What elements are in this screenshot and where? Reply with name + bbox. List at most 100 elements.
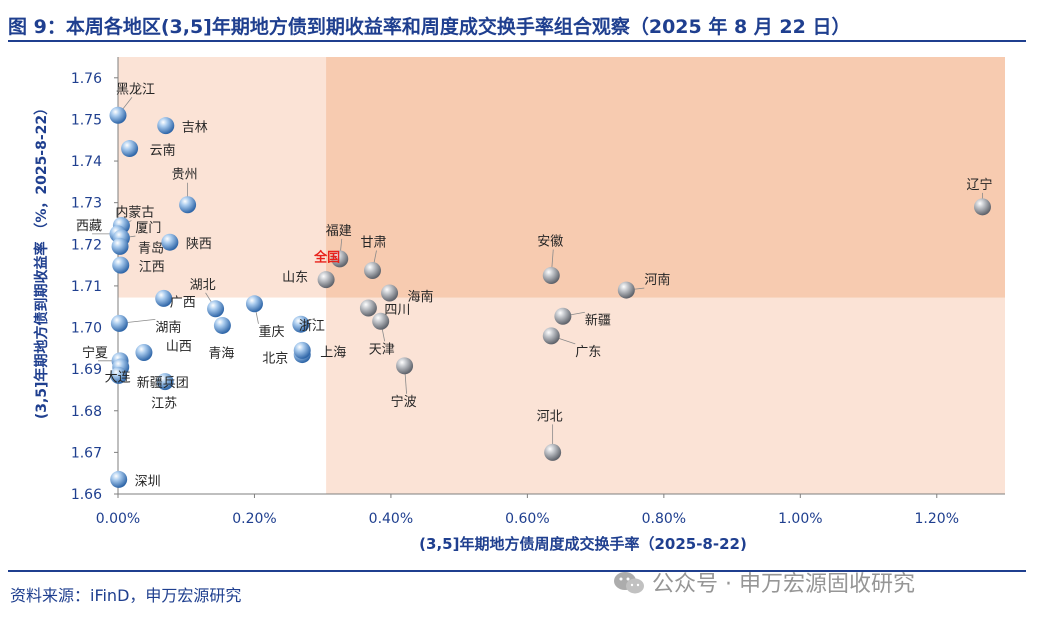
x-tick-label: 0.80% — [642, 511, 686, 527]
y-tick-label: 1.76 — [71, 71, 102, 87]
y-tick-label: 1.67 — [71, 445, 102, 461]
scatter-chart: 1.66 1.67 1.68 1.69 1.70 1.71 1.72 1.73 1.74 1.75… — [33, 57, 1005, 553]
x-tick-label: 0.00% — [96, 511, 140, 527]
point-label: 江西 — [139, 260, 165, 275]
point-label: 山东 — [282, 271, 308, 286]
data-points — [109, 106, 991, 488]
point-label: 青岛 — [138, 240, 164, 256]
data-point — [381, 284, 399, 302]
point-label: 江苏 — [151, 396, 177, 412]
point-label: 辽宁 — [966, 177, 992, 193]
data-point — [135, 343, 153, 361]
data-point — [179, 196, 197, 214]
figure-title: 图 9：本周各地区(3,5]年期地方债到期收益率和周度成交换手率组合观察（202… — [8, 16, 851, 38]
data-point — [110, 366, 128, 384]
point-label: 厦门 — [135, 221, 161, 236]
title-divider — [8, 40, 1026, 42]
x-tick-label: 0.20% — [232, 511, 276, 527]
watermark-text: 公众号 · 申万宏源固收研究 — [652, 572, 915, 597]
y-axis-title: (3,5]年期地方债到期收益率 （%，2025-8-22） — [33, 101, 50, 419]
point-label: 贵州 — [172, 168, 198, 183]
data-point — [213, 316, 231, 334]
data-point — [973, 198, 991, 216]
point-label: 北京 — [262, 352, 288, 367]
point-label: 深圳 — [135, 474, 161, 489]
wechat-icon — [614, 572, 644, 594]
quadrant-dark — [326, 57, 1005, 298]
x-tick-label: 0.40% — [369, 511, 413, 527]
y-tick-label: 1.75 — [71, 112, 102, 128]
y-tick-label: 1.73 — [71, 196, 102, 212]
point-label: 四川 — [384, 303, 410, 318]
data-point — [331, 250, 349, 268]
y-tick-label: 1.69 — [71, 362, 102, 378]
data-point — [293, 341, 311, 359]
point-label: 青海 — [208, 346, 234, 361]
data-point — [110, 314, 128, 332]
x-tick-label: 1.20% — [915, 511, 959, 527]
point-label: 浙江 — [299, 319, 325, 334]
data-point — [542, 267, 560, 284]
data-point — [292, 315, 310, 333]
x-axis-title: (3,5]年期地方债周度成交换手率（2025-8-22) — [419, 535, 747, 553]
point-label: 全国 — [313, 250, 340, 266]
quadrant-backgrounds — [118, 57, 1005, 494]
data-point — [121, 140, 139, 158]
data-point — [207, 300, 225, 318]
point-label: 湖南 — [155, 319, 181, 335]
data-point — [544, 443, 562, 461]
data-point — [111, 237, 129, 255]
point-label: 大连 — [105, 369, 131, 385]
data-point — [156, 373, 174, 391]
watermark: 公众号 · 申万宏源固收研究 — [612, 566, 915, 598]
data-point — [554, 307, 572, 325]
axes: 1.66 1.67 1.68 1.69 1.70 1.71 1.72 1.73 1.74 1.75… — [71, 57, 1005, 527]
footer-divider — [8, 570, 1026, 572]
point-label: 重庆 — [258, 324, 284, 340]
point-label: 上海 — [320, 345, 346, 360]
data-point — [364, 262, 382, 280]
data-point — [617, 281, 635, 299]
point-label: 安徽 — [537, 235, 563, 250]
data-point — [109, 106, 127, 124]
point-label: 吉林 — [182, 121, 208, 136]
data-point — [396, 357, 414, 375]
y-tick-label: 1.74 — [71, 154, 102, 170]
point-label: 广西 — [170, 295, 196, 310]
data-point — [157, 117, 175, 135]
data-point — [155, 289, 173, 307]
point-label: 宁夏 — [82, 345, 108, 361]
point-label: 广东 — [575, 345, 601, 360]
data-point — [245, 295, 263, 313]
point-label: 内蒙古 — [115, 205, 154, 221]
data-point — [110, 470, 128, 488]
y-tick-label: 1.66 — [71, 487, 102, 503]
data-point — [542, 327, 560, 345]
y-tick-label: 1.71 — [71, 279, 102, 295]
data-point — [317, 271, 335, 289]
point-label: 甘肃 — [361, 236, 387, 251]
y-tick-label: 1.72 — [71, 237, 102, 253]
point-label: 陕西 — [186, 237, 212, 252]
x-tick-label: 1.00% — [778, 511, 822, 527]
point-label: 河北 — [537, 409, 563, 424]
point-label: 西藏 — [76, 219, 102, 234]
data-point — [161, 233, 179, 251]
x-tick-label: 0.60% — [505, 511, 549, 527]
data-point — [359, 299, 377, 317]
y-tick-label: 1.70 — [71, 321, 102, 337]
point-label: 山西 — [166, 339, 192, 354]
point-label: 河南 — [644, 272, 670, 288]
point-label: 云南 — [150, 143, 176, 159]
point-label: 天津 — [369, 342, 395, 357]
source-note: 资料来源：iFinD，申万宏源研究 — [10, 586, 242, 605]
data-point — [112, 256, 130, 274]
point-label: 福建 — [326, 224, 352, 239]
y-tick-label: 1.68 — [71, 404, 102, 420]
point-label: 湖北 — [190, 278, 216, 293]
point-label: 新疆 — [585, 312, 611, 328]
point-label: 海南 — [408, 289, 434, 305]
point-label: 黑龙江 — [116, 82, 155, 97]
data-point — [372, 312, 390, 330]
